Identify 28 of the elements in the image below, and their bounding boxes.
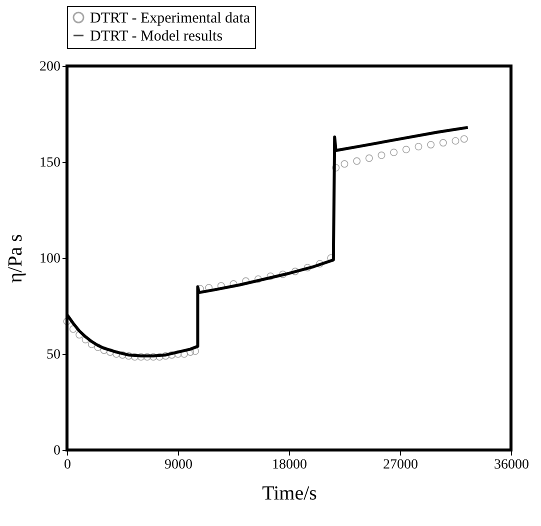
point — [390, 148, 398, 156]
legend-label: DTRT - Model results — [90, 28, 223, 44]
point — [402, 146, 410, 154]
point — [414, 142, 422, 150]
x-axis-title: Time/s — [262, 482, 318, 504]
x-tick-label: 27000 — [383, 458, 418, 472]
y-tick-label: 200 — [40, 60, 60, 74]
point — [427, 140, 435, 148]
y-axis-title: η/Pa s — [4, 234, 26, 283]
x-tick-label: 0 — [64, 458, 71, 472]
point — [340, 160, 348, 168]
y-tick-label: 150 — [40, 156, 60, 170]
point — [452, 137, 460, 145]
point — [266, 272, 274, 280]
point — [131, 353, 139, 361]
x-tick-label: 36000 — [494, 458, 529, 472]
point — [162, 352, 170, 360]
point — [439, 139, 447, 147]
y-tick-label: 100 — [40, 252, 60, 266]
point — [378, 152, 386, 160]
point — [353, 157, 361, 165]
y-tick-label: 0 — [54, 444, 60, 458]
x-tick-label: 18000 — [272, 458, 307, 472]
y-tick-label: 50 — [46, 348, 60, 362]
x-tick-label: 9000 — [164, 458, 192, 472]
point — [365, 154, 373, 162]
legend-label: DTRT - Experimental data — [90, 10, 250, 26]
point — [460, 135, 468, 143]
